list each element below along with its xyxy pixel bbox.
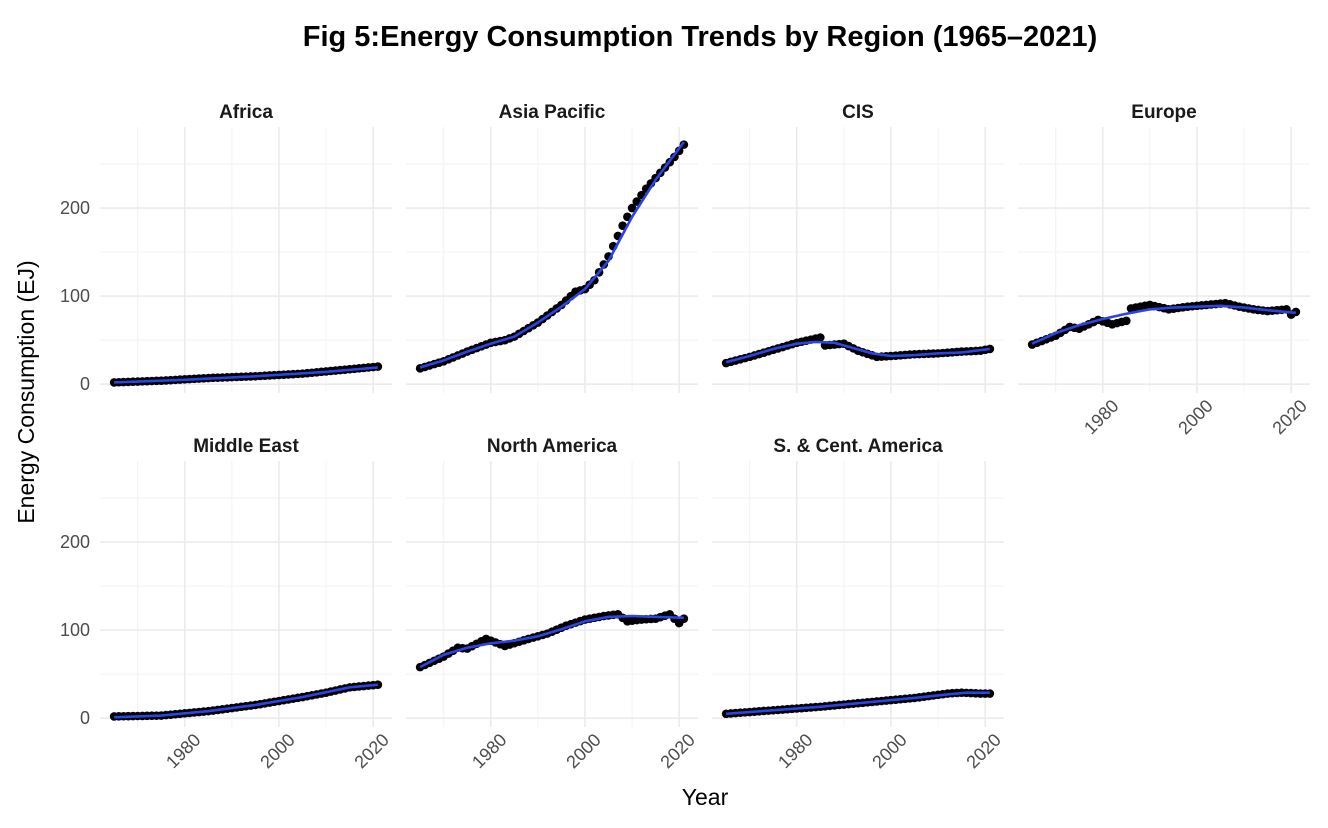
y-tick-label: 200 [60, 532, 90, 552]
y-tick-label: 100 [60, 620, 90, 640]
smooth-line-middle-east [114, 683, 378, 719]
facet-middle-east: Middle East 0 100 200 1980 2000 2020 [60, 436, 393, 772]
facet-north-america: North America 1980 2000 2020 [406, 436, 699, 772]
y-tick-label: 100 [60, 286, 90, 306]
x-tick-label: 1980 [468, 730, 510, 772]
y-tick-label: 0 [80, 708, 90, 728]
x-tick-label: 2020 [1269, 396, 1311, 438]
points-africa [109, 362, 383, 387]
facet-label-s-cent-america: S. & Cent. America [773, 436, 943, 457]
x-tick-label: 1980 [774, 730, 816, 772]
x-tick-label: 2000 [256, 730, 298, 772]
x-axis-title: Year [682, 784, 729, 810]
facet-label-europe: Europe [1131, 102, 1196, 123]
data-point [816, 333, 825, 342]
facet-s-cent-america: S. & Cent. America 1980 2000 2020 [712, 436, 1005, 772]
data-point [590, 275, 599, 285]
x-tick-label: 1980 [1080, 396, 1122, 438]
facet-label-middle-east: Middle East [193, 436, 299, 457]
smooth-line-cis [725, 340, 991, 364]
x-tick-label: 2000 [1174, 396, 1216, 438]
data-point [627, 203, 637, 213]
y-tick-label: 200 [60, 198, 90, 218]
x-tick-label: 2020 [963, 730, 1005, 772]
facet-label-north-america: North America [487, 436, 618, 457]
y-axis-title: Energy Consumption (EJ) [13, 260, 39, 523]
y-tick-label: 0 [80, 374, 90, 394]
smooth-line-north-america [419, 614, 684, 669]
data-point [985, 344, 995, 354]
x-tick-label: 2000 [868, 730, 910, 772]
smooth-line-africa [114, 366, 378, 384]
facet-label-africa: Africa [219, 102, 273, 123]
x-tick-label: 2000 [562, 730, 604, 772]
smooth-line-asia-pacific [419, 141, 685, 369]
data-point [1122, 316, 1131, 326]
x-tick-label: 2020 [351, 730, 393, 772]
x-tick-label: 2020 [657, 730, 699, 772]
points-north-america [415, 609, 689, 672]
chart-title: Fig 5:Energy Consumption Trends by Regio… [303, 21, 1097, 53]
x-tick-label: 1980 [162, 730, 204, 772]
smooth-line-s-cent-america [726, 691, 990, 716]
points-asia-pacific [415, 140, 689, 373]
facet-label-cis: CIS [842, 102, 874, 123]
facets-group: Africa 0 100 200 Asia Pacific CIS Europe 1980 20… [60, 102, 1311, 772]
facet-cis: CIS [712, 102, 1004, 393]
smooth-line-europe [1031, 304, 1296, 345]
facet-europe: Europe 1980 2000 2020 [1018, 102, 1311, 438]
points-europe [1027, 298, 1301, 349]
facet-africa: Africa 0 100 200 [60, 102, 392, 394]
facet-label-asia-pacific: Asia Pacific [499, 102, 606, 123]
facet-asia-pacific: Asia Pacific [406, 102, 698, 393]
data-point [373, 680, 383, 690]
